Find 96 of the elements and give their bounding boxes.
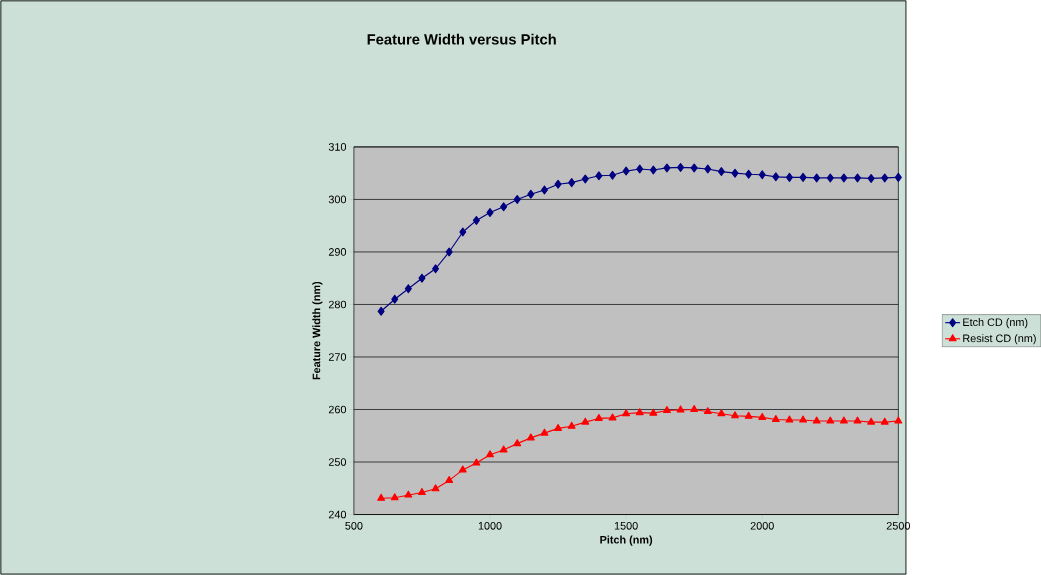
y-tick-label: 260: [328, 405, 347, 414]
point: [758, 412, 767, 420]
point: [527, 189, 535, 199]
x-axis-title: Pitch (nm): [600, 535, 653, 546]
point: [854, 173, 862, 183]
point: [745, 169, 753, 179]
point: [826, 173, 834, 183]
y-tick-label: 290: [328, 248, 347, 256]
point: [554, 423, 563, 431]
point: [812, 416, 821, 424]
y-tick-label: 270: [328, 353, 347, 361]
point: [513, 194, 521, 204]
point: [785, 172, 793, 182]
point: [894, 416, 903, 424]
point: [404, 490, 413, 498]
point: [758, 170, 766, 180]
point: [472, 458, 481, 466]
point: [459, 227, 467, 237]
point: [486, 208, 494, 218]
point: [880, 417, 889, 425]
point: [731, 168, 739, 178]
y-axis-title: Feature Width (nm): [312, 281, 323, 380]
point: [458, 465, 467, 473]
x-tick-label: 2000: [750, 521, 774, 530]
point: [377, 493, 386, 501]
point: [690, 405, 699, 413]
point: [799, 172, 807, 182]
point: [676, 405, 685, 413]
point: [500, 202, 508, 212]
x-tick-label: 1500: [614, 521, 638, 530]
y-tick-label: 240: [328, 510, 347, 519]
x-tick-label: 1000: [478, 521, 502, 530]
point: [772, 172, 780, 182]
point: [445, 247, 453, 257]
point: [881, 173, 889, 183]
point: [581, 417, 590, 425]
point: [377, 306, 385, 316]
point: [717, 167, 725, 177]
point: [526, 433, 535, 441]
point: [731, 411, 739, 419]
point: [853, 416, 862, 424]
point: [391, 294, 399, 304]
point: [595, 171, 603, 181]
point: [554, 179, 562, 189]
point: [513, 439, 522, 447]
point: [486, 450, 494, 458]
point: [662, 406, 671, 414]
point: [622, 409, 631, 417]
point: [785, 415, 794, 423]
point: [594, 413, 603, 421]
x-tick-label: 2500: [886, 521, 910, 530]
point: [840, 173, 848, 183]
point: [568, 178, 576, 188]
x-tick-label: 500: [345, 521, 363, 530]
point: [813, 173, 821, 183]
point: [894, 172, 902, 182]
point: [445, 475, 454, 483]
y-tick-label: 300: [328, 195, 347, 204]
point: [649, 408, 658, 416]
point: [839, 416, 848, 424]
point: [744, 411, 753, 419]
point: [703, 407, 712, 415]
point: [567, 421, 576, 429]
legend-label: Resist CD (nm): [963, 334, 1036, 345]
point: [432, 264, 440, 274]
point: [472, 215, 480, 225]
point: [499, 445, 508, 453]
point: [609, 170, 617, 180]
point: [704, 164, 712, 174]
point: [717, 409, 726, 417]
point: [608, 413, 617, 421]
legend-label: Etch CD (nm): [963, 318, 1028, 329]
point: [404, 284, 412, 294]
point: [867, 417, 876, 425]
point: [431, 484, 440, 492]
point: [418, 273, 426, 283]
chart-title: Feature Width versus Pitch: [367, 33, 556, 45]
point: [540, 185, 548, 195]
y-tick-label: 250: [328, 458, 347, 466]
point: [636, 164, 644, 174]
point: [826, 416, 835, 424]
y-tick-label: 280: [328, 300, 347, 309]
y-tick-label: 310: [328, 143, 347, 151]
point: [622, 166, 630, 176]
point: [390, 493, 399, 501]
point: [635, 408, 644, 416]
point: [581, 174, 589, 184]
point: [799, 415, 808, 423]
point: [663, 163, 671, 173]
point: [540, 428, 549, 436]
point: [649, 165, 657, 175]
point: [867, 173, 875, 183]
point: [771, 415, 780, 423]
point: [690, 163, 698, 173]
point: [677, 162, 685, 172]
point: [417, 488, 426, 496]
